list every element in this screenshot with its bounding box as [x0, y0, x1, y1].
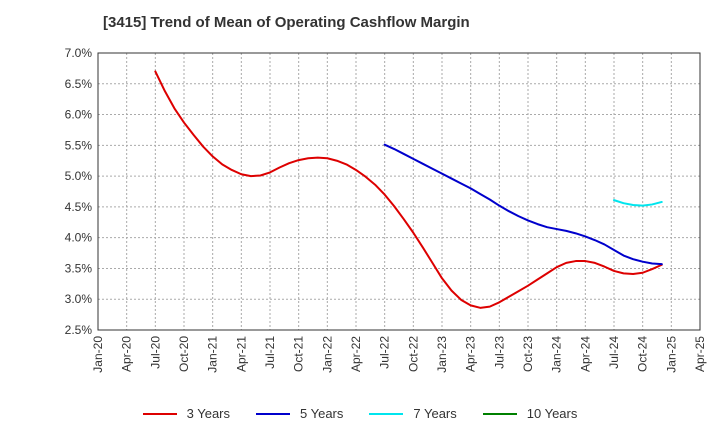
x-tick-label: Jul-21: [263, 336, 277, 369]
x-tick-label: Jan-22: [320, 336, 334, 373]
series-line-5-years: [383, 143, 663, 266]
x-tick-label: Oct-23: [521, 336, 535, 372]
legend-label: 7 Years: [413, 406, 457, 421]
y-tick-label: 3.5%: [65, 261, 93, 275]
legend-item: 3 Years: [142, 406, 230, 421]
chart-title: [3415] Trend of Mean of Operating Cashfl…: [103, 14, 470, 31]
y-tick-label: 4.5%: [65, 200, 93, 214]
plot-area: [98, 53, 700, 330]
legend-label: 5 Years: [300, 406, 344, 421]
series-line-7-years: [613, 199, 663, 207]
x-tick-label: Apr-23: [464, 336, 478, 372]
x-tick-label: Jul-23: [492, 336, 506, 369]
x-tick-label: Jul-20: [148, 336, 162, 369]
y-tick-label: 3.0%: [65, 292, 93, 306]
y-tick-label: 2.5%: [65, 323, 93, 337]
x-tick-label: Oct-22: [406, 336, 420, 372]
legend-item: 7 Years: [369, 406, 457, 421]
x-tick-label: Jan-21: [206, 336, 220, 373]
x-tick-label: Oct-21: [292, 336, 306, 372]
plot-frame: [97, 52, 701, 331]
x-tick-label: Oct-20: [177, 336, 191, 372]
legend-item: 10 Years: [482, 406, 578, 421]
x-tick-label: Apr-20: [120, 336, 134, 372]
x-tick-label: Apr-24: [578, 336, 592, 372]
legend-label: 3 Years: [186, 406, 230, 421]
y-tick-label: 7.0%: [65, 46, 93, 60]
x-tick-label: Apr-25: [693, 336, 707, 372]
y-tick-label: 4.0%: [65, 231, 93, 245]
x-tick-label: Jan-24: [550, 336, 564, 373]
y-tick-label: 5.5%: [65, 138, 93, 152]
legend-swatch: [142, 412, 177, 415]
y-tick-label: 6.0%: [65, 108, 93, 122]
y-tick-label: 6.5%: [65, 77, 93, 91]
x-tick-label: Jan-20: [91, 336, 105, 373]
y-tick-label: 5.0%: [65, 169, 93, 183]
series-line-3-years: [154, 70, 663, 309]
axes: [97, 52, 701, 331]
x-tick-label: Apr-21: [234, 336, 248, 372]
y-tick-labels: 2.5% 3.0% 3.5% 4.0% 4.5% 5.0% 5.5% 6.0% 6.5% 7.0%: [65, 46, 93, 337]
legend-item: 5 Years: [256, 406, 343, 421]
series-lines: [154, 70, 663, 309]
legend-swatch: [256, 412, 290, 415]
legend-swatch: [482, 412, 517, 415]
x-tick-label: Apr-22: [349, 336, 363, 372]
legend-label: 10 Years: [526, 406, 578, 421]
legend-swatch: [369, 412, 404, 415]
x-tick-label: Jan-25: [664, 336, 678, 373]
x-tick-labels: Jan-20 Apr-20 Jul-20 Oct-20 Jan-21 Apr-21 Jul-…: [91, 336, 707, 373]
x-tick-label: Jul-22: [378, 336, 392, 369]
x-tick-label: Oct-24: [636, 336, 650, 372]
x-tick-label: Jan-23: [435, 336, 449, 373]
legend: 3 Years 5 Years 7 Years 10 Years: [0, 406, 720, 421]
x-tick-label: Jul-24: [607, 336, 621, 369]
grid-lines: [97, 52, 701, 331]
